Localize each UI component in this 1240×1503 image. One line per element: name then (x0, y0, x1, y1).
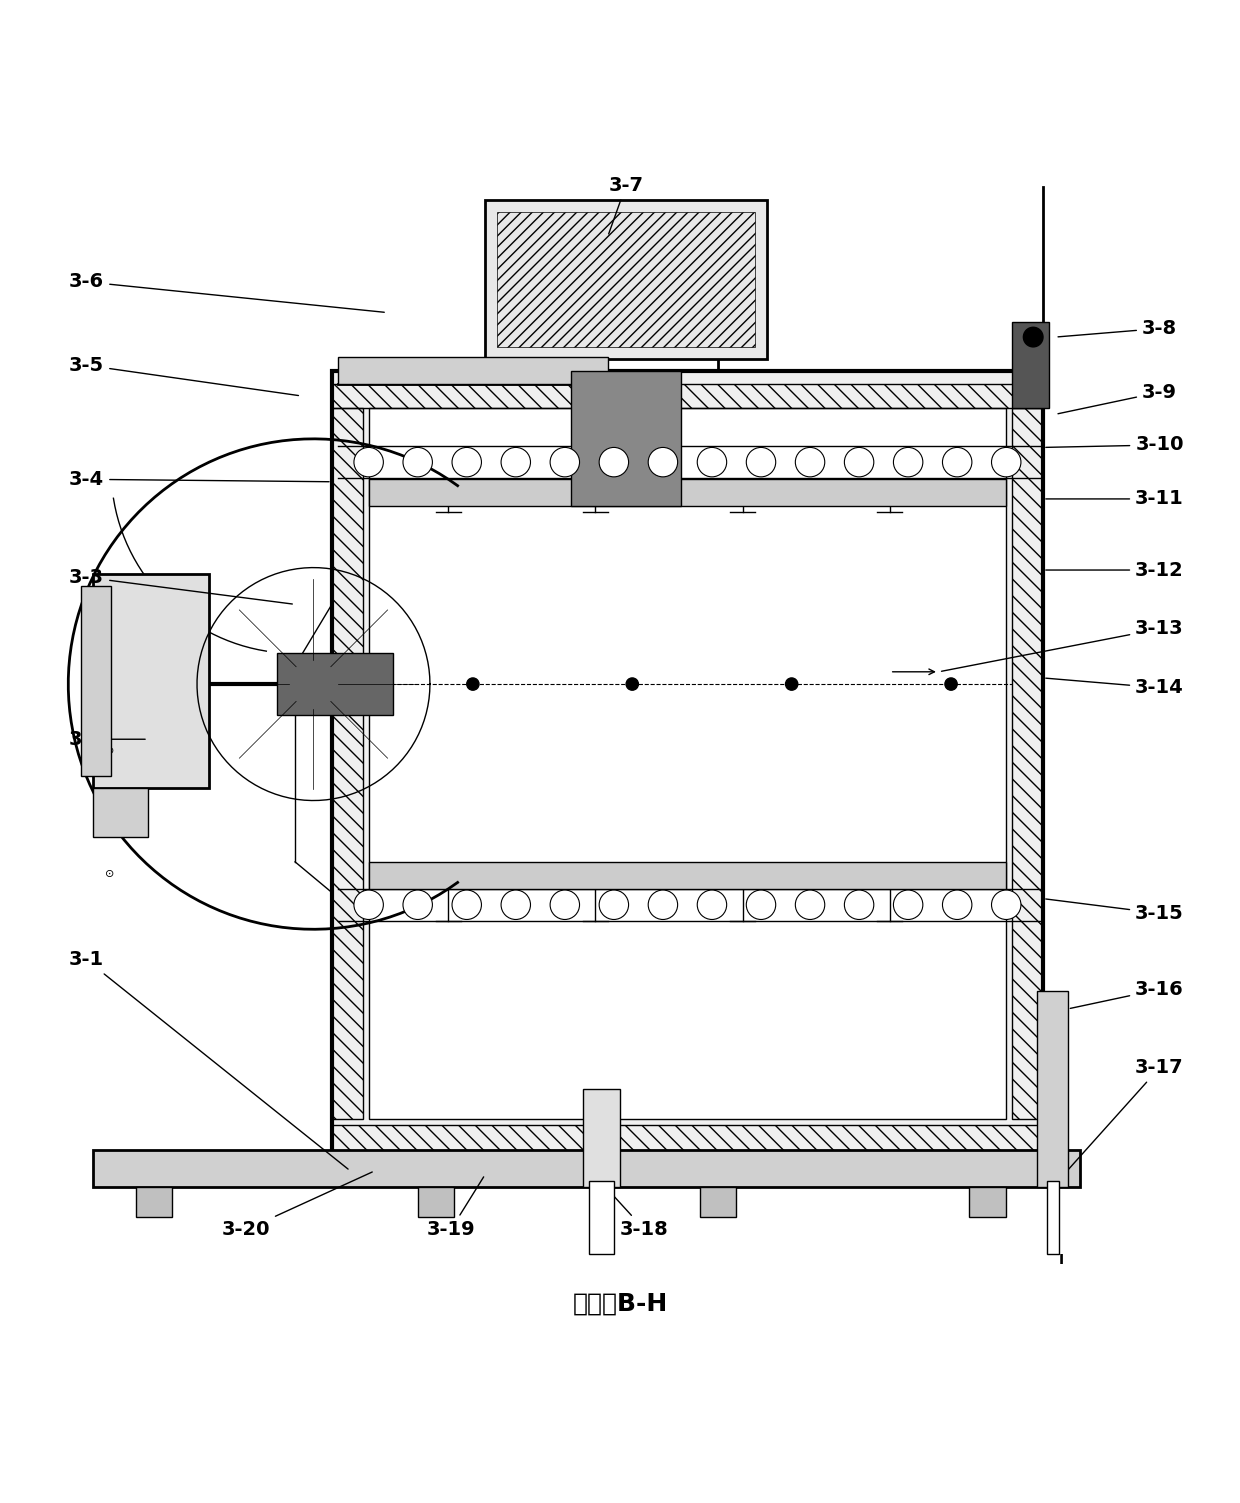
Text: 3-3: 3-3 (69, 568, 293, 604)
Bar (332, 371, 1043, 1156)
Text: 3-13: 3-13 (941, 619, 1184, 672)
Circle shape (551, 448, 579, 476)
Circle shape (353, 890, 383, 920)
Circle shape (697, 448, 727, 476)
Bar (93, 1150, 1080, 1187)
Circle shape (894, 890, 923, 920)
Circle shape (746, 448, 776, 476)
Circle shape (453, 448, 481, 476)
Text: 3-2: 3-2 (69, 730, 145, 748)
Bar (699, 1187, 737, 1217)
Bar (368, 409, 1006, 1120)
Bar (368, 861, 1006, 888)
Bar (970, 1187, 1006, 1217)
Bar (1012, 409, 1043, 1120)
Circle shape (992, 448, 1021, 476)
Bar (485, 200, 768, 359)
Bar (332, 383, 1043, 409)
Bar (93, 788, 148, 837)
Text: I: I (1043, 340, 1048, 353)
Text: 3-14: 3-14 (1045, 678, 1184, 697)
Text: 3-20: 3-20 (222, 1172, 372, 1238)
Circle shape (403, 890, 433, 920)
Text: 3-8: 3-8 (1058, 319, 1177, 338)
Text: 3-9: 3-9 (1058, 383, 1177, 413)
Text: 3-15: 3-15 (1045, 899, 1184, 923)
Circle shape (466, 678, 479, 690)
Text: 3-17: 3-17 (1065, 1058, 1184, 1172)
Text: 3-1: 3-1 (69, 950, 348, 1169)
Circle shape (551, 890, 579, 920)
Circle shape (844, 448, 874, 476)
Circle shape (599, 890, 629, 920)
Bar (570, 371, 681, 507)
Circle shape (353, 448, 383, 476)
Bar (332, 1126, 1043, 1156)
Circle shape (501, 448, 531, 476)
Circle shape (785, 678, 797, 690)
Text: I: I (1059, 1076, 1064, 1090)
Circle shape (649, 890, 677, 920)
Circle shape (945, 678, 957, 690)
Bar (368, 479, 1006, 507)
Circle shape (795, 890, 825, 920)
Circle shape (501, 890, 531, 920)
Text: 3-12: 3-12 (1045, 561, 1184, 580)
Bar (497, 212, 755, 347)
Text: 3-19: 3-19 (427, 1177, 484, 1238)
Circle shape (626, 678, 639, 690)
Text: 3-16: 3-16 (1070, 980, 1184, 1009)
Circle shape (1023, 328, 1043, 347)
Circle shape (844, 890, 874, 920)
Bar (1047, 1181, 1059, 1254)
Bar (332, 409, 362, 1120)
Bar (135, 1187, 172, 1217)
Text: ⊙: ⊙ (105, 869, 114, 879)
Text: I: I (1059, 1254, 1064, 1267)
Bar (93, 574, 210, 788)
Text: 3-10: 3-10 (1045, 436, 1184, 454)
Circle shape (942, 448, 972, 476)
Bar (1012, 322, 1049, 409)
Circle shape (453, 890, 481, 920)
Bar (583, 1088, 620, 1187)
Bar (418, 1187, 455, 1217)
Text: 3-4: 3-4 (69, 470, 329, 488)
Bar (589, 1181, 614, 1254)
Bar (1037, 990, 1068, 1187)
Bar (277, 654, 393, 715)
Circle shape (697, 890, 727, 920)
Text: 3-5: 3-5 (69, 356, 299, 395)
Text: 3-7: 3-7 (609, 176, 644, 234)
Circle shape (992, 890, 1021, 920)
Text: 剖视图B-H: 剖视图B-H (573, 1291, 667, 1315)
Circle shape (403, 448, 433, 476)
Circle shape (894, 448, 923, 476)
Circle shape (795, 448, 825, 476)
Circle shape (746, 890, 776, 920)
Text: 3-6: 3-6 (69, 272, 384, 313)
Bar (81, 586, 112, 776)
Text: 3-18: 3-18 (608, 1189, 668, 1238)
Bar (339, 356, 608, 383)
Text: 3-11: 3-11 (1045, 490, 1184, 508)
Text: ⊙: ⊙ (105, 747, 114, 756)
Circle shape (942, 890, 972, 920)
Circle shape (599, 448, 629, 476)
Circle shape (649, 448, 677, 476)
